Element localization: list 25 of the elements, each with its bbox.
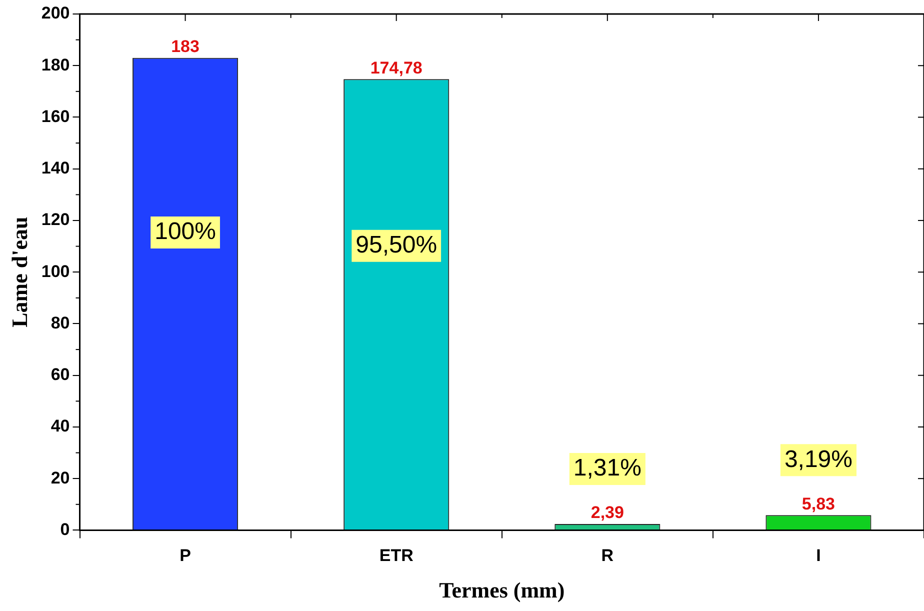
y-tick-label: 100	[41, 262, 70, 281]
x-tick-label: I	[816, 546, 821, 566]
y-tick-label: 140	[41, 158, 70, 178]
y-tick-label: 180	[41, 55, 70, 74]
y-tick-label: 0	[60, 520, 70, 539]
y-tick-label: 20	[50, 468, 70, 488]
x-tick-label: ETR	[379, 546, 414, 566]
y-tick-label: 200	[41, 4, 70, 23]
annotation: 100%	[154, 218, 216, 246]
data-label: 183	[171, 37, 200, 56]
y-tick-label: 40	[50, 416, 70, 436]
y-tick-label: 80	[50, 313, 70, 332]
data-label: 5,83	[802, 494, 836, 514]
data-label: 174,78	[370, 58, 422, 78]
y-axis-title: Lame d'eau	[6, 216, 32, 328]
y-tick-label: 120	[41, 210, 70, 230]
y-tick-label: 60	[50, 365, 70, 384]
y-tick-label: 160	[41, 106, 70, 126]
x-axis-title: Termes (mm)	[439, 577, 565, 602]
annotation: 1,31%	[573, 454, 642, 482]
x-tick-label: P	[180, 546, 191, 566]
annotation: 95,50%	[356, 231, 438, 258]
x-tick-label: R	[601, 546, 614, 566]
annotation: 3,19%	[784, 446, 852, 473]
data-label: 2,39	[590, 503, 624, 522]
